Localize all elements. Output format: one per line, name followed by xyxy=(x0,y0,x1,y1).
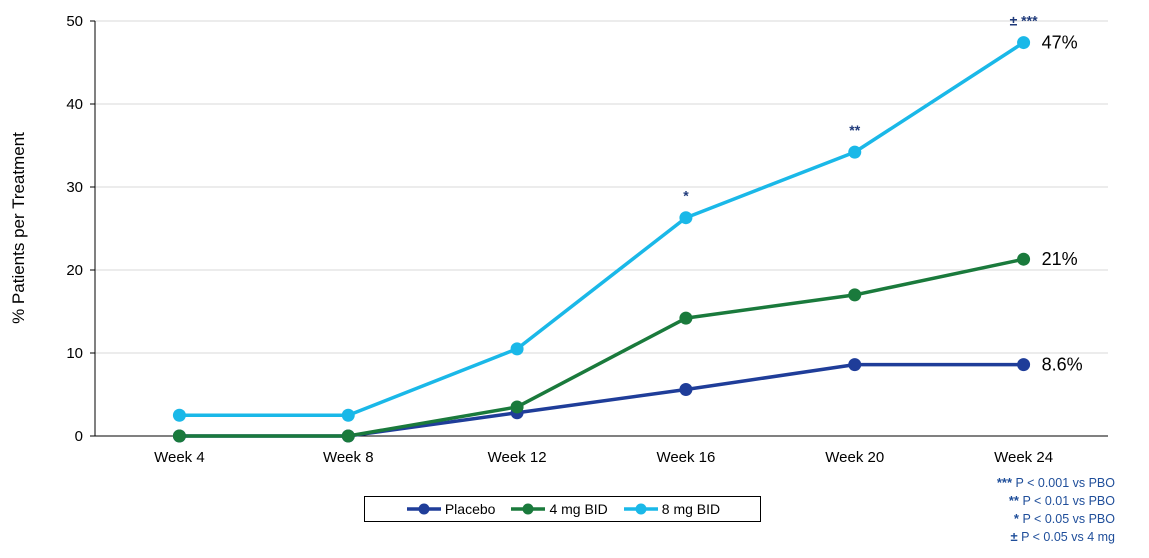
legend-item: Placebo xyxy=(405,501,496,517)
footnote-mark: ± xyxy=(1010,529,1018,544)
y-tick-label: 10 xyxy=(66,345,83,362)
series-line-placebo xyxy=(179,362,1024,438)
series-line-4-mg-bid xyxy=(179,257,1024,438)
data-point xyxy=(341,429,355,443)
x-tick-label: Week 24 xyxy=(994,449,1053,466)
x-tick-label: Week 8 xyxy=(323,449,374,466)
footnote-text: P < 0.01 vs PBO xyxy=(1018,494,1115,508)
y-tick-labels: 0 10 20 30 40 50 xyxy=(66,13,83,445)
data-point xyxy=(848,358,862,372)
data-point xyxy=(1017,36,1031,50)
footnote-text: P < 0.05 vs 4 mg xyxy=(1017,530,1115,544)
legend-label: 8 mg BID xyxy=(661,501,721,517)
y-tick-label: 50 xyxy=(66,13,83,30)
y-tick-label: 40 xyxy=(66,96,83,113)
footnote: ± P < 0.05 vs 4 mg xyxy=(960,528,1145,546)
footnotes: *** P < 0.001 vs PBO ** P < 0.01 vs PBO * … xyxy=(960,474,1145,546)
series-line-8-mg-bid xyxy=(179,41,1025,417)
y-tick-label: 20 xyxy=(66,262,83,279)
footnote-mark: ** xyxy=(1008,493,1019,508)
data-point xyxy=(679,211,693,225)
data-point xyxy=(848,288,862,302)
legend-item: 4 mg BID xyxy=(509,501,608,517)
end-value-label: 21% xyxy=(1042,249,1078,269)
footnote: *** P < 0.001 vs PBO xyxy=(960,474,1145,492)
data-point xyxy=(848,145,862,159)
footnote: ** P < 0.01 vs PBO xyxy=(960,492,1145,510)
grid-lines xyxy=(95,20,1108,354)
data-point xyxy=(172,429,186,443)
x-tick-label: Week 20 xyxy=(825,449,884,466)
significance-mark: ± *** xyxy=(1010,13,1038,29)
x-tick-label: Week 4 xyxy=(154,449,205,466)
data-point xyxy=(341,408,355,422)
data-point xyxy=(679,383,693,397)
data-point xyxy=(1017,358,1031,372)
y-tick-label: 0 xyxy=(75,428,83,445)
data-point xyxy=(679,311,693,325)
annotations: ***± *** xyxy=(683,13,1038,204)
legend-label: Placebo xyxy=(444,501,496,517)
footnote-mark: * xyxy=(1013,511,1019,526)
legend-marker xyxy=(623,503,658,515)
legend-marker xyxy=(406,503,441,515)
data-point xyxy=(510,342,524,356)
end-value-label: 8.6% xyxy=(1042,355,1083,375)
y-axis-label: % Patients per Treatment xyxy=(9,132,28,324)
legend: Placebo 4 mg BID 8 mg BID xyxy=(364,496,761,522)
x-tick-labels: Week 4 Week 8 Week 12 Week 16 Week 20 Week 24 xyxy=(154,449,1053,466)
axes xyxy=(90,20,1108,437)
footnote-text: P < 0.001 vs PBO xyxy=(1012,476,1116,490)
footnote-mark: *** xyxy=(996,475,1013,490)
legend-label: 4 mg BID xyxy=(549,501,608,517)
footnote: * P < 0.05 vs PBO xyxy=(960,510,1145,528)
data-point xyxy=(1017,252,1031,266)
x-tick-label: Week 16 xyxy=(656,449,715,466)
data-point xyxy=(172,408,186,422)
legend-item: 8 mg BID xyxy=(622,501,720,517)
y-tick-label: 30 xyxy=(66,179,83,196)
data-point xyxy=(510,400,524,414)
footnote-text: P < 0.05 vs PBO xyxy=(1018,512,1115,526)
x-tick-label: Week 12 xyxy=(488,449,547,466)
legend-marker xyxy=(511,503,546,515)
significance-mark: ** xyxy=(849,122,860,138)
significance-mark: * xyxy=(683,188,689,204)
end-value-label: 47% xyxy=(1042,33,1078,53)
series-group: 8.6% 21% 47% xyxy=(172,33,1083,443)
